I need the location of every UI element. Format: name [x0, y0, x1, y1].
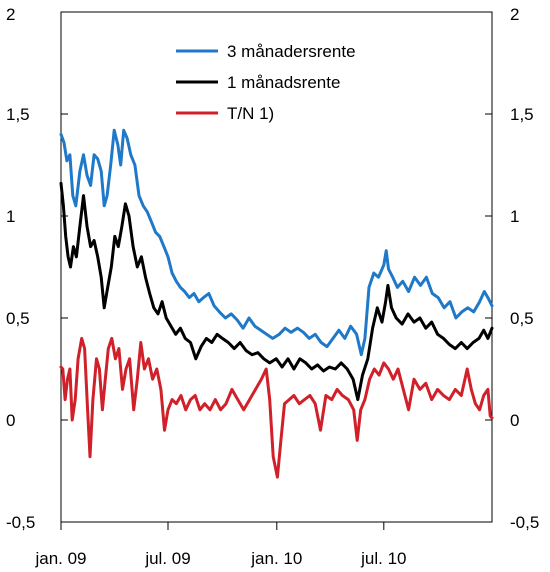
y-tick-label-left: 2 — [6, 5, 15, 24]
series-line-2 — [59, 181, 494, 402]
x-tick-label: jul. 10 — [360, 549, 406, 568]
legend-label: T/N 1) — [227, 104, 274, 123]
y-tick-label-right: -0,5 — [510, 513, 539, 532]
legend-label: 3 månadersrente — [227, 42, 356, 61]
y-tick-label-left: 1,5 — [6, 105, 30, 124]
series-line-3 — [59, 336, 494, 479]
y-axis-right: 2 1,5 1 0,5 0 -0,5 — [485, 5, 539, 532]
y-tick-label-left: 1 — [6, 207, 15, 226]
y-tick-label-left: 0,5 — [6, 309, 30, 328]
y-tick-label-right: 0,5 — [510, 309, 534, 328]
y-tick-label-right: 0 — [510, 411, 519, 430]
x-tick-label: jan. 09 — [34, 549, 86, 568]
y-tick-label-left: 0 — [6, 411, 15, 430]
legend: 3 månadersrente 1 månadsrente T/N 1) — [176, 42, 356, 123]
series-lines — [59, 128, 494, 479]
x-axis: jan. 09 jul. 09 jan. 10 jul. 10 — [34, 522, 406, 568]
series-line-1 — [59, 128, 494, 357]
y-tick-label-right: 1 — [510, 207, 519, 226]
legend-label: 1 månadsrente — [227, 73, 340, 92]
y-tick-label-left: -0,5 — [6, 513, 35, 532]
y-tick-label-right: 1,5 — [510, 105, 534, 124]
x-tick-label: jan. 10 — [250, 549, 302, 568]
x-tick-label: jul. 09 — [144, 549, 190, 568]
y-tick-label-right: 2 — [510, 5, 519, 24]
y-axis-left: 2 1,5 1 0,5 0 -0,5 — [6, 5, 68, 532]
